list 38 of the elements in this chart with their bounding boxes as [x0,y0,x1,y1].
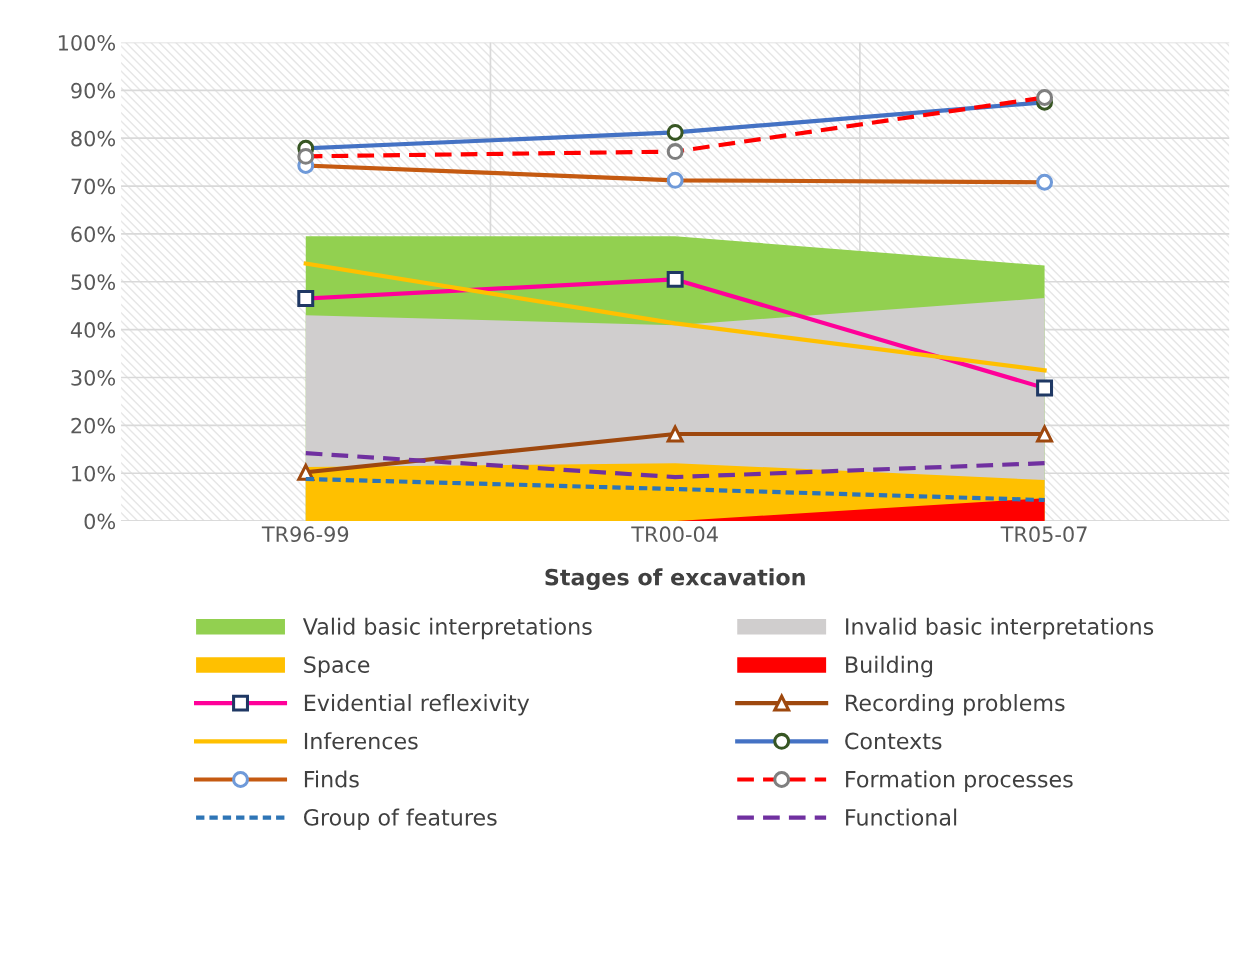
y-tick-label: 30% [71,369,116,386]
legend-label: Recording problems [846,694,1065,716]
point [666,171,684,189]
legend-label: Finds [304,770,359,788]
legend-label: Building [846,655,933,678]
y-tick-label: 0% [84,513,116,530]
y-tick-label: 40% [70,322,116,338]
point [666,270,684,288]
legend-label: Contexts [845,732,942,750]
point [297,290,315,308]
x-axis-title: Stages of excavation [545,568,805,591]
legend-label: Inferences [304,732,418,750]
x-tick-label: TR96-99 [261,526,349,543]
y-tick-label: 100% [58,34,116,51]
y-tick-label: 70% [71,178,116,195]
y-tick-label: 90% [71,82,116,99]
point [297,147,315,165]
legend-label: Space [304,656,370,678]
point [1036,379,1054,397]
legend-label: Valid basic interpretations [302,617,592,640]
point [666,143,684,161]
legend-label: Invalid basic interpretations [846,617,1154,640]
point [665,423,685,443]
y-tick-label: 60% [71,226,116,243]
y-tick-label: 50% [71,274,116,290]
point [1035,423,1054,443]
legend-label: Formation processes [846,770,1073,792]
y-tick-label: 20% [71,417,116,434]
y-tick-label: 80% [71,130,116,147]
point [1036,173,1054,191]
y-tick-label: 10% [72,465,116,482]
legend-label: Functional [846,808,957,826]
point [1036,89,1054,106]
legend-label: Group of features [304,808,497,831]
x-tick-label: TR00-04 [631,526,718,543]
legend-label: Evidential reflexivity [304,694,530,716]
x-tick-label: TR05-07 [1000,526,1087,543]
point [666,123,684,141]
